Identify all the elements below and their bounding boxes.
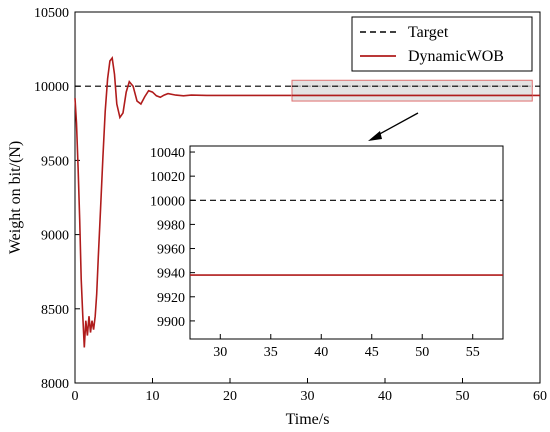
inset-x-tick-label: 45 (365, 345, 379, 360)
main-x-axis-ticks: 0 10 20 30 40 50 60 (72, 378, 547, 404)
inset-x-tick-label: 35 (264, 345, 278, 360)
inset-y-tick-label: 9920 (157, 291, 185, 306)
main-x-tick-label: 50 (456, 389, 470, 404)
main-x-tick-label: 30 (301, 389, 315, 404)
inset-x-tick-label: 40 (314, 345, 328, 360)
inset-plot-frame (189, 145, 504, 340)
inset-plot (189, 145, 504, 340)
inset-x-tick-label: 30 (213, 345, 227, 360)
legend-box (351, 16, 533, 72)
main-y-tick-label: 8000 (41, 377, 69, 392)
zoom-arrow-head (368, 131, 382, 141)
legend-label-dynamicwob: DynamicWOB (408, 48, 504, 65)
inset-y-axis-ticks: 9900 9920 9940 9960 9980 10000 10020 10040 (150, 146, 195, 330)
x-axis-title: Time/s (286, 411, 330, 428)
zoom-box (291, 79, 533, 102)
inset-y-tick-label: 9980 (157, 218, 185, 233)
inset-y-tick-label: 9960 (157, 243, 185, 258)
legend-label-target: Target (408, 24, 449, 41)
y-axis-title: Weight on bit/(N) (7, 141, 24, 254)
zoom-highlight-region (291, 79, 533, 141)
main-x-tick-label: 20 (223, 389, 237, 404)
main-x-tick-label: 60 (533, 389, 547, 404)
inset-y-tick-label: 9940 (157, 267, 185, 282)
inset-x-axis-ticks: 30 35 40 45 50 55 (213, 334, 480, 360)
main-y-tick-label: 9000 (41, 229, 69, 244)
inset-y-tick-label: 10020 (150, 170, 185, 185)
main-y-tick-label: 10000 (34, 80, 69, 95)
main-y-tick-label: 9500 (41, 154, 69, 169)
inset-y-tick-label: 10000 (150, 194, 185, 209)
inset-series-lines (190, 199, 503, 276)
inset-x-tick-label: 50 (415, 345, 429, 360)
main-y-tick-label: 10500 (34, 6, 69, 21)
inset-y-tick-label: 10040 (150, 146, 185, 161)
main-y-axis-ticks: 8000 8500 9000 9500 10000 10500 (34, 6, 80, 392)
main-x-tick-label: 10 (146, 389, 160, 404)
zoom-arrow-line (375, 112, 419, 137)
main-x-tick-label: 0 (72, 389, 79, 404)
inset-x-tick-label: 55 (466, 345, 480, 360)
legend: Target DynamicWOB (351, 16, 533, 72)
main-x-tick-label: 40 (378, 389, 392, 404)
main-y-tick-label: 8500 (41, 303, 69, 318)
inset-y-tick-label: 9900 (157, 315, 185, 330)
main-series-dynamicwob-line (74, 55, 540, 348)
